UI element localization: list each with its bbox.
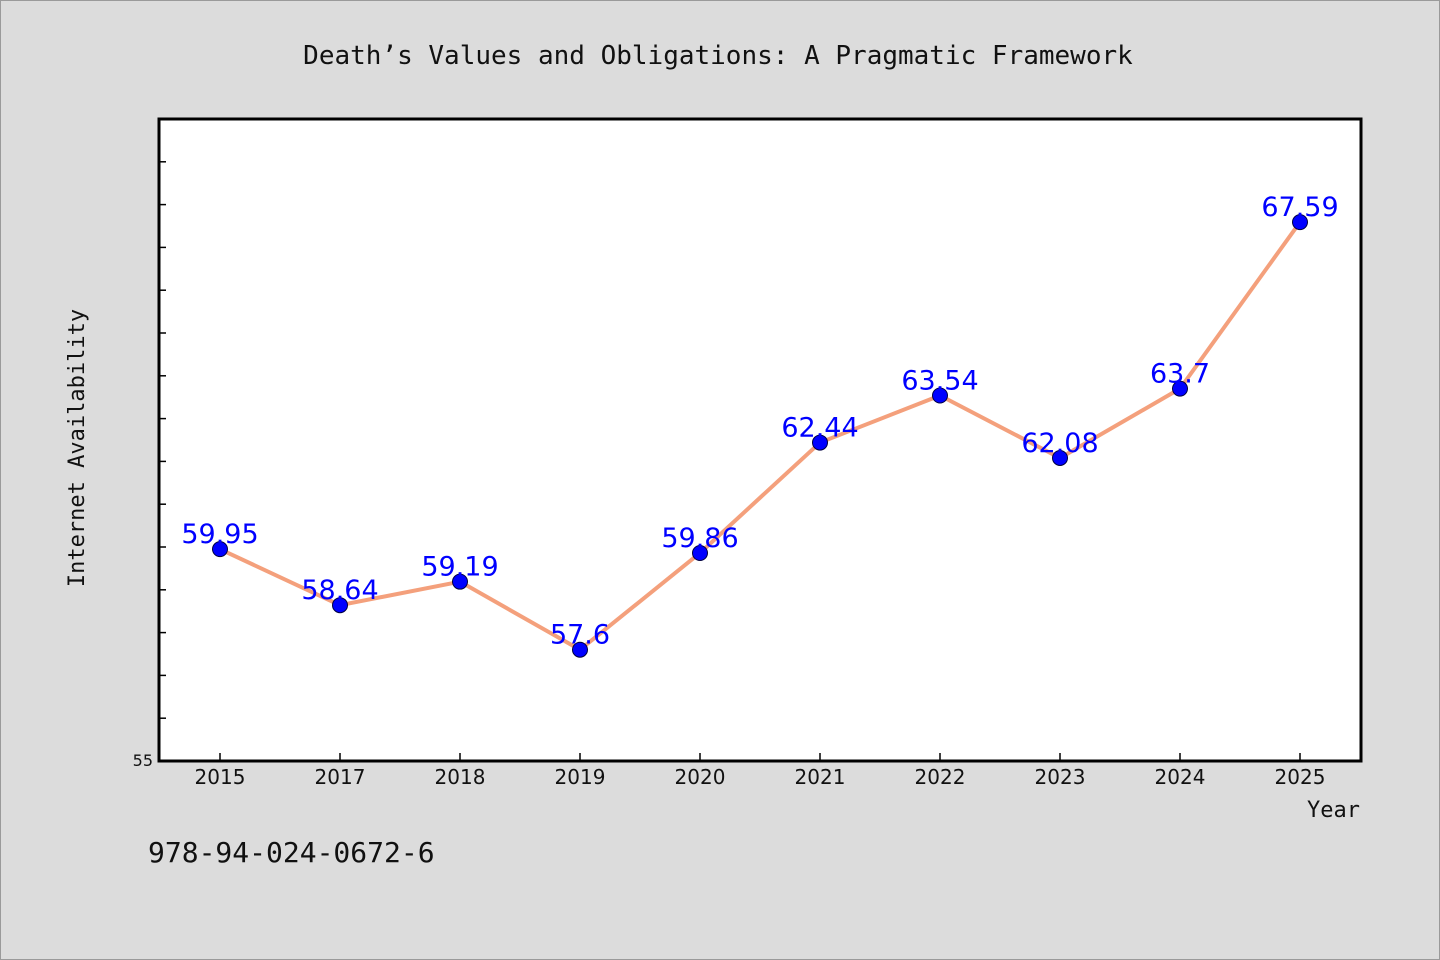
chart-title: Death’s Values and Obligations: A Pragma…: [303, 41, 1133, 71]
data-point: [692, 544, 708, 561]
data-labels: 59.95 58.64 59.19 57.6 59.86 62.44 63.54 62.08 6…: [181, 192, 1338, 651]
x-axis-label: Year: [1307, 798, 1360, 823]
x-tick-label: 2021: [795, 765, 846, 789]
data-point: [1172, 380, 1188, 397]
data-point: [572, 641, 588, 658]
data-point: [1292, 214, 1308, 231]
x-tick-label: 2022: [915, 765, 966, 789]
data-label: 59.95: [181, 519, 258, 550]
data-point: [1052, 449, 1068, 466]
series-line: [218, 220, 1302, 652]
y-axis-ticks: [159, 161, 166, 719]
x-tick-labels: 2015 2017 2018 2019 2020 2021 2022 2023 2024 2025: [195, 765, 1326, 789]
data-label: 62.44: [781, 413, 858, 444]
x-tick-label: 2018: [435, 765, 486, 789]
footer-code: 978-94-024-0672-6: [148, 836, 435, 869]
x-axis-ticks: [219, 753, 1301, 761]
data-point: [812, 434, 828, 451]
data-label: 62.08: [1021, 428, 1098, 459]
data-label: 58.64: [301, 575, 378, 606]
y-tick-label: 55: [133, 751, 153, 770]
data-point: [932, 387, 948, 404]
x-tick-label: 2019: [555, 765, 606, 789]
x-tick-label: 2017: [315, 765, 366, 789]
data-point: [452, 573, 468, 590]
plot-area: [157, 117, 1363, 763]
data-label: 57.6: [550, 620, 610, 651]
data-label: 63.7: [1150, 359, 1210, 390]
x-tick-label: 2015: [195, 765, 246, 789]
x-tick-label: 2020: [675, 765, 726, 789]
data-markers: [212, 214, 1308, 658]
x-tick-label: 2024: [1155, 765, 1206, 789]
x-tick-label: 2025: [1275, 765, 1326, 789]
data-label: 63.54: [901, 365, 978, 396]
data-label: 59.19: [421, 552, 498, 583]
data-label: 59.86: [661, 523, 738, 554]
data-point: [212, 541, 228, 558]
y-axis-label: Internet Availability: [65, 309, 90, 587]
data-point: [332, 597, 348, 614]
data-label: 67.59: [1261, 192, 1338, 223]
x-tick-label: 2023: [1035, 765, 1086, 789]
